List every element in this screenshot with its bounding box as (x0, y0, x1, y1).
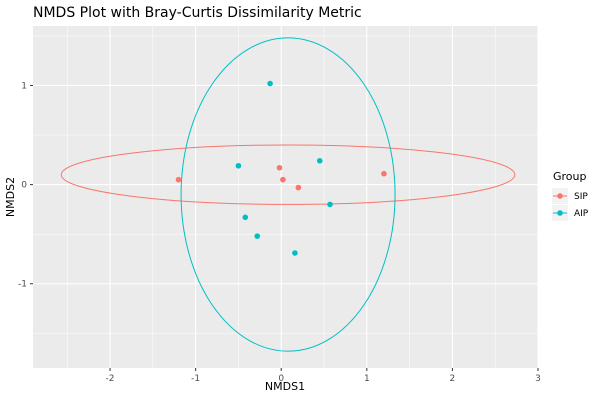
point-sip (175, 176, 182, 183)
x-tick-label: 0 (278, 374, 284, 384)
x-tick-label: 3 (535, 374, 541, 384)
ellipse-sip (60, 144, 516, 205)
point-aip (327, 201, 333, 208)
point-sip (381, 170, 387, 177)
ellipse-aip (180, 37, 396, 352)
legend-label-aip: AIP (574, 209, 589, 219)
point-sip (280, 176, 286, 183)
x-tick-label: 1 (364, 374, 370, 384)
confidence-ellipses (60, 37, 516, 352)
legend: Group SIP AIP (552, 170, 589, 221)
legend-title: Group (553, 170, 587, 183)
y-axis-title: NMDS2 (4, 177, 17, 217)
y-tick-label: 1 (21, 81, 27, 91)
legend-key-point (557, 193, 563, 199)
x-tick-label: -2 (106, 374, 115, 384)
x-axis-title: NMDS1 (265, 380, 305, 393)
chart-title: NMDS Plot with Bray-Curtis Dissimilarity… (33, 5, 362, 21)
point-sip (276, 164, 283, 171)
point-aip (267, 80, 273, 87)
x-tick-label: 2 (450, 374, 456, 384)
point-aip (316, 158, 323, 164)
y-tick-label: -1 (18, 280, 27, 290)
axis-ticks: -2 -1 0 1 2 3 -1 0 1 (18, 81, 541, 384)
point-sip (295, 184, 302, 191)
point-aip (254, 233, 261, 239)
point-aip (235, 162, 242, 169)
legend-label-sip: SIP (574, 192, 588, 202)
x-tick-label: -1 (191, 374, 200, 384)
grid-lines (33, 26, 539, 368)
legend-key-point (557, 210, 563, 216)
legend-items: SIP AIP (552, 188, 589, 221)
point-aip (292, 250, 298, 256)
y-tick-label: 0 (21, 181, 27, 191)
data-points (175, 80, 387, 256)
point-aip (242, 214, 249, 221)
plot-panel (33, 26, 538, 368)
